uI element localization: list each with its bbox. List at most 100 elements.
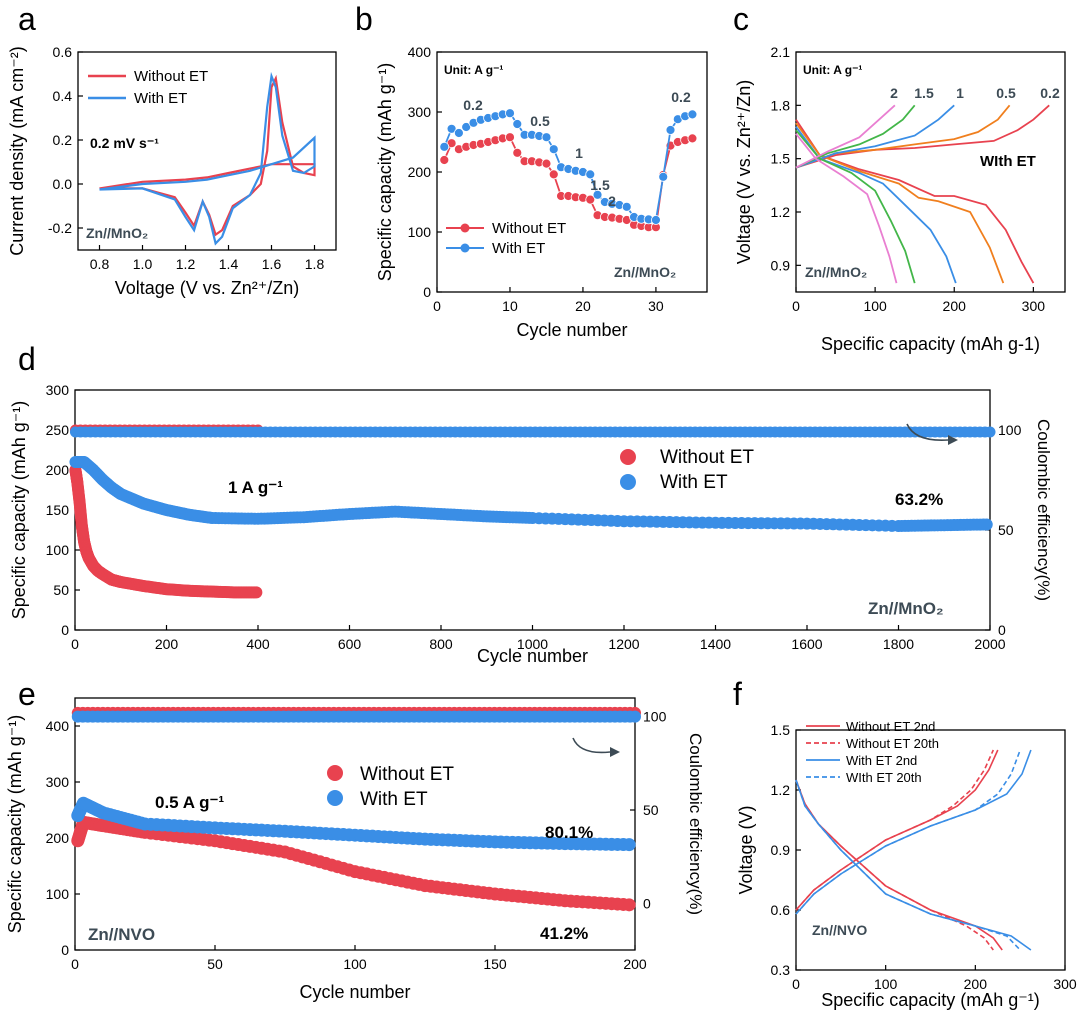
plot-frame <box>795 51 1066 293</box>
legend-marker <box>327 790 343 806</box>
x-axis-label: Specific capacity (mAh g-1) <box>821 334 1040 354</box>
discharge-curve <box>795 119 1035 284</box>
legend-label: With ET <box>134 90 187 107</box>
legend-label: With ET 2nd <box>846 753 917 768</box>
discharge-curve <box>795 129 916 284</box>
x-tick-label: 100 <box>343 956 367 972</box>
x-tick-label: 2000 <box>974 636 1005 652</box>
y-tick-label: 0.2 <box>53 132 73 148</box>
x-tick-label: 1000 <box>517 636 548 652</box>
y-tick-label: 0 <box>423 284 431 300</box>
current-density-label: 0.5 A g⁻¹ <box>155 793 224 812</box>
y-axis-label: Voltage (V vs. Zn²⁺/Zn) <box>734 80 754 265</box>
x-tick-label: 1.4 <box>219 256 239 272</box>
y-tick-label: 300 <box>46 382 70 398</box>
x-tick-label: 200 <box>623 956 647 972</box>
retention-label: 80.1% <box>545 823 593 842</box>
panel-letter-d: d <box>18 341 36 377</box>
x-tick-label: 1.2 <box>176 256 196 272</box>
rate-label: 0.5 <box>530 113 550 129</box>
legend-label: With ET <box>660 472 728 493</box>
y-axis-label: Specific capacity (mAh g⁻¹) <box>5 715 25 934</box>
x-tick-label: 10 <box>502 298 518 314</box>
x-tick-label: 0 <box>433 298 441 314</box>
rate-point <box>687 109 698 120</box>
capacity-point <box>622 838 636 852</box>
y2-axis-label: Coulombic efficiency(%) <box>1034 419 1053 601</box>
y-tick-label: 1.5 <box>771 722 791 738</box>
plot-frame <box>77 51 337 251</box>
rate-point <box>512 147 523 158</box>
discharge-curve <box>795 133 898 284</box>
rate-point <box>548 144 559 155</box>
current-density-label: 1 A g⁻¹ <box>228 478 283 497</box>
rate-point <box>439 155 450 165</box>
x-tick-label: 1.6 <box>262 256 282 272</box>
rate-point <box>461 122 472 132</box>
y-tick-label: 300 <box>46 774 70 790</box>
y-tick-label: 150 <box>46 502 70 518</box>
y-tick-label: 200 <box>46 462 70 478</box>
condition-label: WIth ET <box>980 153 1036 170</box>
y-tick-label: 1.5 <box>771 151 791 167</box>
rate-point <box>592 189 603 200</box>
ce-point <box>629 710 641 723</box>
legend-label: WIth ET 20th <box>846 770 922 785</box>
arrow-head-icon <box>610 747 620 757</box>
y2-axis-label: Coulombic efficiency(%) <box>686 733 705 915</box>
y-tick-label: 0 <box>61 942 69 958</box>
y-tick-label: 100 <box>46 886 70 902</box>
legend-marker <box>460 243 470 253</box>
capacity-point <box>980 518 993 531</box>
rate-label: 1 <box>575 145 583 161</box>
y-axis-label: Voltage (V) <box>736 805 756 894</box>
legend-label: Without ET <box>134 68 208 85</box>
legend-label: Without ET 20th <box>846 736 939 751</box>
legend-label: Without ET <box>660 447 754 468</box>
x-tick-label: 1.0 <box>133 256 153 272</box>
x-tick-label: 200 <box>943 298 967 314</box>
unit-label: Unit: A g⁻¹ <box>803 63 862 77</box>
legend-label: With ET <box>492 240 545 257</box>
system-label: Zn//MnO₂ <box>805 264 867 280</box>
rate-point <box>621 201 632 212</box>
y-tick-label: 0.6 <box>53 44 73 60</box>
rate-point <box>541 158 552 169</box>
x-tick-label: 0 <box>792 298 800 314</box>
x-tick-label: 0 <box>71 636 79 652</box>
y-tick-label: 0 <box>61 622 69 638</box>
discharge-curve <box>795 122 1005 284</box>
y2-tick-label: 0 <box>643 895 651 911</box>
y-tick-label: 200 <box>408 164 432 180</box>
rate-point <box>453 128 464 138</box>
x-axis-label: Specific capacity (mAh g⁻¹) <box>821 990 1040 1010</box>
y2-tick-label: 100 <box>998 422 1022 438</box>
rate-point <box>585 169 596 180</box>
x-tick-label: 20 <box>575 298 591 314</box>
retention-label: 41.2% <box>540 924 588 943</box>
panel-letter-b: b <box>355 1 373 37</box>
panel-e: 0 50 100 150 200 0 100 200 300 400 0 50 100 Coulombic… <box>5 697 705 1002</box>
y-tick-label: 0.6 <box>771 902 791 918</box>
rate-point <box>505 108 515 119</box>
x-tick-label: 100 <box>863 298 887 314</box>
panel-f: 0 100 200 300 0.3 0.6 0.9 1.2 1.5 Specific capaci… <box>736 719 1077 1010</box>
capacity-point <box>71 834 84 847</box>
rate-point <box>548 169 559 180</box>
y-tick-label: 0.0 <box>53 176 73 192</box>
y-tick-label: 250 <box>46 422 70 438</box>
x-tick-label: 1200 <box>608 636 639 652</box>
x-tick-label: 50 <box>207 956 223 972</box>
rate-point <box>651 215 661 225</box>
y-tick-label: -0.2 <box>48 220 72 236</box>
legend-label: Without ET <box>492 220 566 237</box>
panel-letter-c: c <box>733 1 749 37</box>
legend-label: Without ET 2nd <box>846 719 935 734</box>
y-axis-label: Specific capacity (mAh g⁻¹) <box>375 63 395 282</box>
charge-curve <box>795 104 896 169</box>
x-tick-label: 600 <box>338 636 362 652</box>
y-tick-label: 0.9 <box>771 842 791 858</box>
rate-label: 2 <box>890 85 898 101</box>
x-tick-label: 200 <box>964 976 988 992</box>
